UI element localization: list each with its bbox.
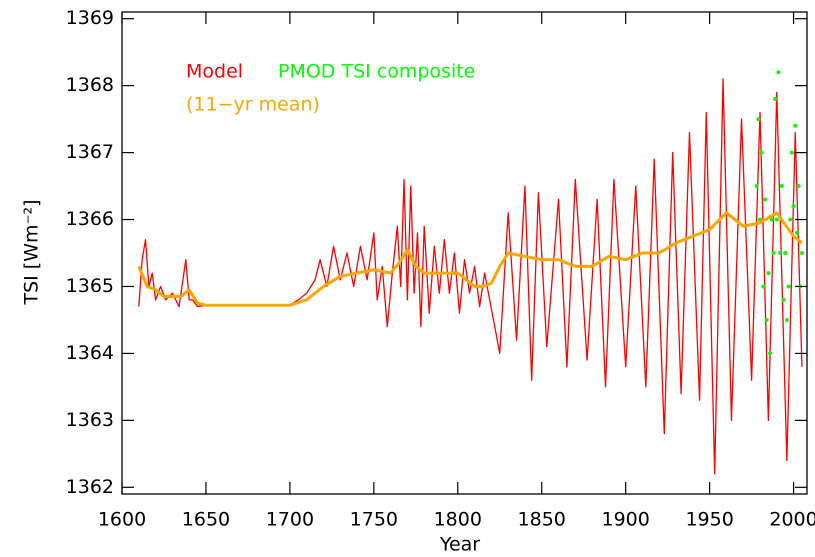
data-point [759,150,764,155]
data-point [799,251,804,255]
data-point [761,284,766,289]
x-tick-label: 2000 [769,509,815,531]
y-tick-label: 1363 [66,409,114,431]
x-axis-label: Year [439,534,480,556]
data-point [784,317,789,322]
data-point [776,70,781,75]
legend-entry: PMOD TSI composite [278,61,475,83]
y-tick-label: 1362 [66,476,114,498]
legend-entry: Model [186,61,243,83]
data-point [783,251,788,255]
data-point [773,97,778,102]
x-tick-label: 1750 [350,509,398,531]
data-point [786,284,791,289]
x-tick-label: 1950 [685,509,733,531]
y-tick-label: 1368 [66,74,114,96]
x-tick-label: 1900 [601,509,649,531]
x-tick-label: 1850 [518,509,566,531]
data-line [138,78,803,475]
data-point [788,217,793,222]
x-tick-label: 1700 [266,509,314,531]
x-tick-label: 1800 [434,509,482,531]
data-point [791,204,796,209]
y-tick-label: 1365 [66,275,114,297]
y-tick-label: 1369 [66,7,114,29]
y-tick-label: 1367 [66,141,114,163]
data-point [778,251,783,255]
data-point [771,251,776,255]
data-point [796,184,801,189]
legend-entry: (11−yr mean) [186,94,320,116]
data-point [781,297,786,302]
data-point [764,317,769,322]
y-tick-label: 1364 [66,342,114,364]
x-tick-label: 1650 [182,509,230,531]
data-point [794,230,799,235]
data-point [779,184,784,189]
data-point [774,217,779,222]
y-tick-label: 1366 [66,208,114,230]
data-point [793,123,798,128]
data-point [766,271,771,276]
y-axis-label: TSI [Wm⁻²] [21,199,43,305]
plot-frame [121,11,808,495]
data-point [789,150,794,155]
data-point [763,197,768,202]
x-tick-label: 1600 [98,509,146,531]
data-point [768,351,773,356]
data-point [756,117,761,122]
data-point [754,184,759,189]
data-line [137,211,803,307]
data-point [769,217,774,222]
